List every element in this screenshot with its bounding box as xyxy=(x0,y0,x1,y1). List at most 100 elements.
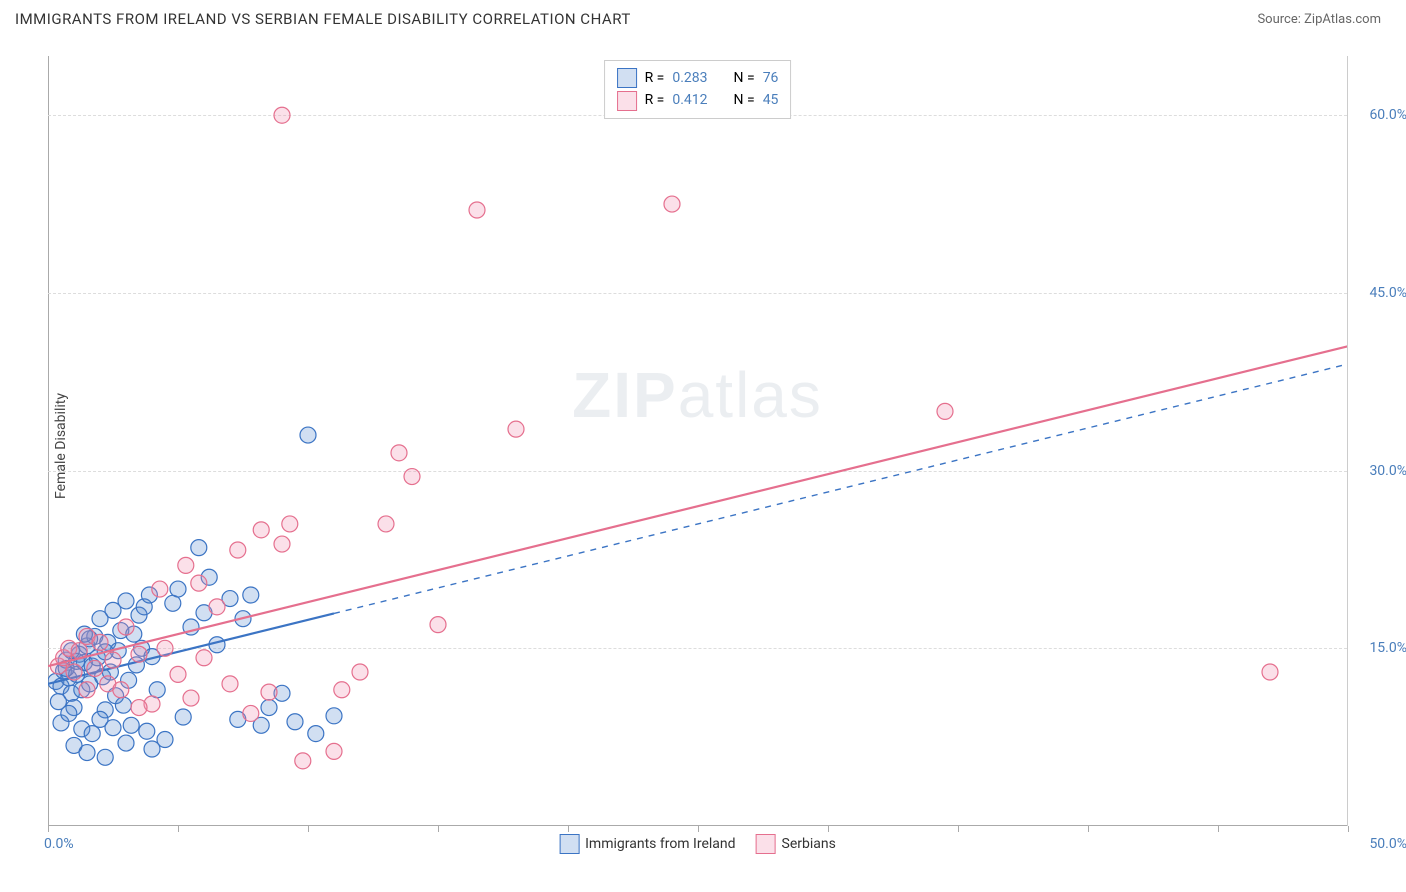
data-point xyxy=(230,542,246,558)
data-point xyxy=(115,697,131,713)
data-point xyxy=(175,709,191,725)
data-point xyxy=(261,700,277,716)
data-point xyxy=(97,749,113,765)
data-point xyxy=(144,741,160,757)
data-point xyxy=(113,682,129,698)
legend-row: R = 0.412 N = 45 xyxy=(617,89,779,111)
data-point xyxy=(183,690,199,706)
data-point xyxy=(79,745,95,761)
legend-swatch xyxy=(559,834,579,854)
chart-plot-area: ZIPatlas R =0.283N =76R =0.412N =45 Immi… xyxy=(48,56,1348,826)
data-point xyxy=(404,469,420,485)
correlation-legend: R =0.283N =76R =0.412N =45 xyxy=(604,60,792,119)
data-point xyxy=(139,723,155,739)
data-point xyxy=(300,427,316,443)
data-point xyxy=(92,634,108,650)
data-point xyxy=(118,619,134,635)
data-point xyxy=(430,617,446,633)
series-legend-item: Serbians xyxy=(756,834,836,854)
legend-r-value: 0.412 xyxy=(672,89,707,111)
data-point xyxy=(123,717,139,733)
x-tick xyxy=(958,826,959,832)
data-point xyxy=(508,421,524,437)
data-point xyxy=(243,587,259,603)
trend-line-extrapolated xyxy=(334,364,1347,613)
data-point xyxy=(295,753,311,769)
data-point xyxy=(326,743,342,759)
data-point xyxy=(308,726,324,742)
data-point xyxy=(165,595,181,611)
data-point xyxy=(66,664,82,680)
data-point xyxy=(87,660,103,676)
x-axis-min-label: 0.0% xyxy=(44,836,74,852)
data-point xyxy=(105,720,121,736)
legend-swatch xyxy=(756,834,776,854)
data-point xyxy=(378,516,394,532)
data-point xyxy=(326,708,342,724)
source-link[interactable]: ZipAtlas.com xyxy=(1304,12,1381,27)
chart-title: IMMIGRANTS FROM IRELAND VS SERBIAN FEMAL… xyxy=(15,10,631,28)
data-point xyxy=(937,403,953,419)
legend-n-value: 76 xyxy=(763,67,779,89)
data-point xyxy=(170,581,186,597)
scatter-svg xyxy=(48,56,1347,826)
data-point xyxy=(191,575,207,591)
legend-r-label: R = xyxy=(645,89,665,111)
data-point xyxy=(287,714,303,730)
x-axis-max-label: 50.0% xyxy=(1369,836,1406,852)
data-point xyxy=(391,445,407,461)
legend-swatch xyxy=(617,68,637,88)
data-point xyxy=(274,107,290,123)
data-point xyxy=(209,599,225,615)
legend-row: R =0.283N =76 xyxy=(617,67,779,89)
x-tick xyxy=(828,826,829,832)
data-point xyxy=(61,705,77,721)
data-point xyxy=(178,557,194,573)
data-point xyxy=(157,640,173,656)
data-point xyxy=(282,516,298,532)
data-point xyxy=(170,666,186,682)
x-tick xyxy=(1218,826,1219,832)
y-tick-label: 30.0% xyxy=(1369,463,1406,479)
x-tick xyxy=(48,826,49,832)
legend-n-label: N = xyxy=(734,89,755,111)
series-legend-item: Immigrants from Ireland xyxy=(559,834,735,854)
data-point xyxy=(1262,664,1278,680)
x-tick xyxy=(1348,826,1349,832)
data-point xyxy=(243,705,259,721)
data-point xyxy=(352,664,368,680)
data-point xyxy=(664,196,680,212)
x-tick xyxy=(308,826,309,832)
data-point xyxy=(274,536,290,552)
x-tick xyxy=(1088,826,1089,832)
data-point xyxy=(105,652,121,668)
legend-n-value: 45 xyxy=(763,89,779,111)
data-point xyxy=(84,726,100,742)
data-point xyxy=(222,676,238,692)
data-point xyxy=(79,682,95,698)
y-tick-label: 60.0% xyxy=(1369,107,1406,123)
data-point xyxy=(469,202,485,218)
data-point xyxy=(253,522,269,538)
data-point xyxy=(118,593,134,609)
x-tick xyxy=(438,826,439,832)
legend-swatch xyxy=(617,91,637,111)
legend-n-label: N = xyxy=(734,67,755,89)
data-point xyxy=(334,682,350,698)
y-tick-label: 45.0% xyxy=(1369,285,1406,301)
data-point xyxy=(261,684,277,700)
data-point xyxy=(196,650,212,666)
x-tick xyxy=(568,826,569,832)
data-point xyxy=(118,735,134,751)
series-label: Serbians xyxy=(782,836,836,852)
x-tick xyxy=(698,826,699,832)
series-legend: Immigrants from Ireland Serbians xyxy=(559,834,836,854)
trend-line xyxy=(48,346,1347,666)
series-label: Immigrants from Ireland xyxy=(585,836,735,852)
data-point xyxy=(131,646,147,662)
source-attribution: Source: ZipAtlas.com xyxy=(1257,12,1381,27)
data-point xyxy=(149,682,165,698)
data-point xyxy=(191,540,207,556)
y-tick-label: 15.0% xyxy=(1369,640,1406,656)
data-point xyxy=(131,700,147,716)
